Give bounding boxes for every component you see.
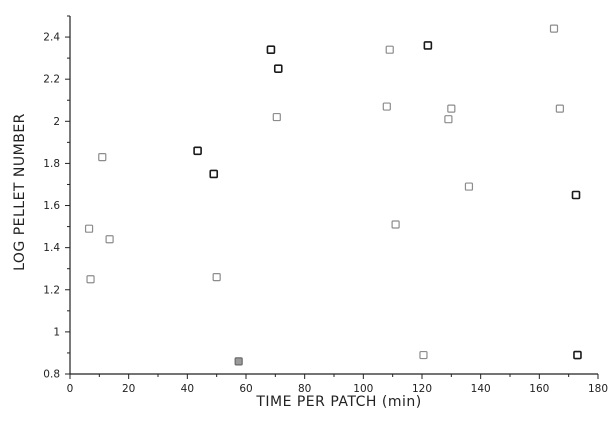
data-point (447, 104, 456, 113)
y-tick-label: 1.6 (43, 200, 60, 212)
x-tick-label: 100 (353, 383, 373, 395)
axes (69, 16, 598, 375)
y-tick-label: 2 (53, 116, 60, 128)
data-point (105, 235, 114, 244)
x-tick-label: 160 (529, 383, 549, 395)
data-point (86, 275, 95, 284)
y-tick-label: 2.4 (43, 32, 60, 44)
data-points (84, 24, 582, 366)
data-point (272, 112, 281, 122)
x-tick-label: 20 (122, 383, 135, 395)
data-point (382, 102, 391, 111)
data-point (423, 41, 433, 50)
data-point (571, 190, 581, 200)
data-point (266, 45, 276, 54)
y-tick-label: 2.2 (43, 74, 60, 86)
x-tick-label: 120 (412, 383, 432, 395)
data-point (212, 273, 221, 282)
y-tick-label: 0.8 (43, 369, 60, 381)
data-point (209, 169, 219, 179)
x-axis-ticks: 0 20 40 60 80 100 120 140 160 180 (67, 374, 608, 395)
data-point (385, 45, 394, 54)
x-tick-label: 60 (239, 383, 252, 395)
data-point (98, 152, 107, 162)
data-point (444, 115, 453, 124)
data-point (555, 104, 564, 113)
data-point (193, 146, 202, 156)
data-point (84, 224, 94, 233)
y-tick-label: 1.8 (43, 158, 60, 170)
y-tick-label: 1 (53, 326, 60, 338)
data-point (234, 357, 243, 366)
x-tick-label: 0 (67, 383, 74, 395)
x-tick-label: 80 (298, 383, 311, 395)
x-tick-label: 180 (588, 383, 608, 395)
data-point (273, 64, 283, 73)
data-point (391, 220, 400, 229)
x-tick-label: 40 (181, 383, 194, 395)
x-axis-label: TIME PER PATCH (min) (255, 394, 421, 410)
y-axis-ticks: 0.8 1 1.2 1.4 1.6 1.8 2 2.2 2.4 (43, 15, 70, 381)
data-point (464, 182, 474, 191)
data-point (549, 24, 559, 33)
y-tick-label: 1.4 (43, 242, 60, 254)
y-tick-label: 1.2 (43, 284, 60, 296)
x-tick-label: 140 (471, 383, 491, 395)
data-point (573, 350, 582, 360)
data-point (419, 350, 428, 360)
y-axis-label: LOG PELLET NUMBER (12, 113, 28, 271)
